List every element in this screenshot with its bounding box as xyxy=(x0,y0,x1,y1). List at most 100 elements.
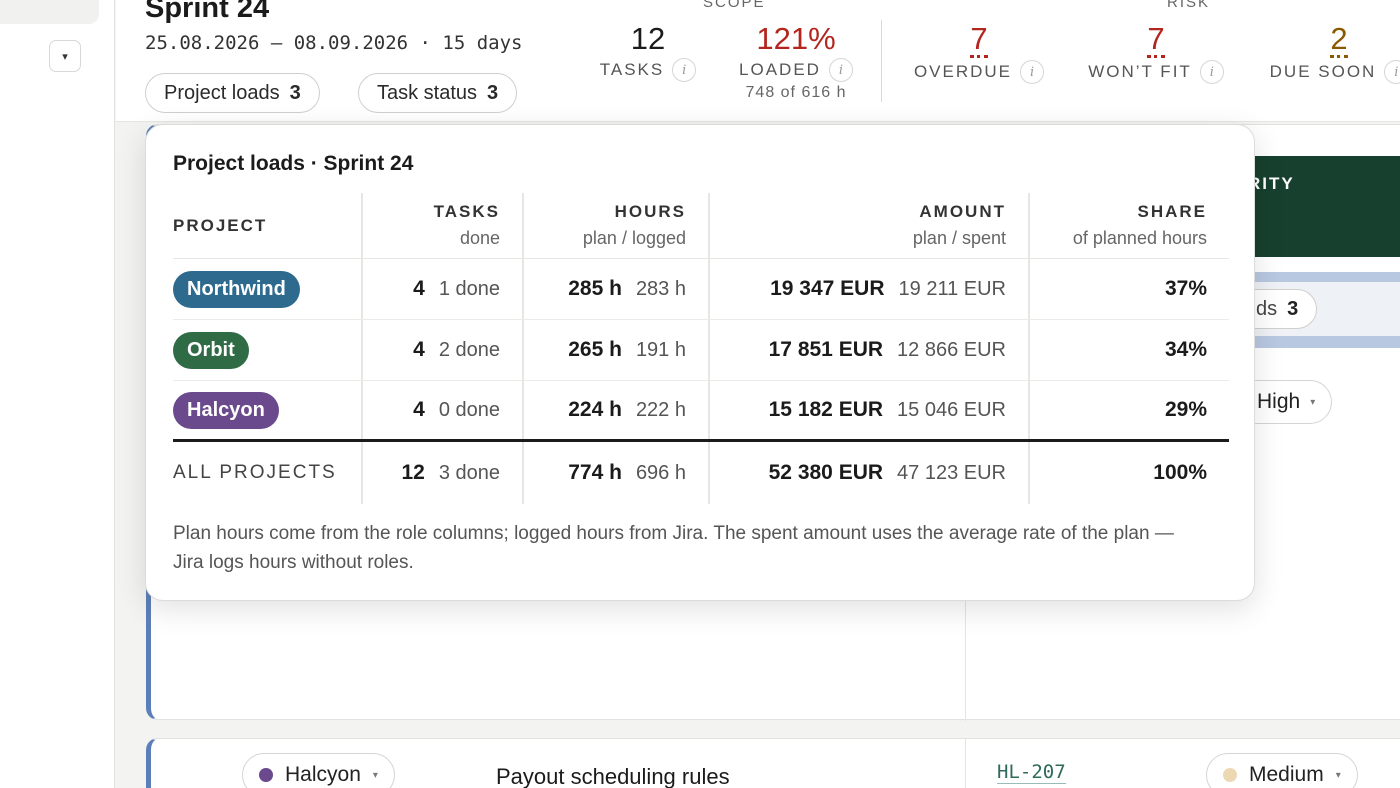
project-loads-chip[interactable]: Project loads 3 xyxy=(145,73,320,113)
chip-label: ds xyxy=(1256,297,1278,320)
stat-loaded-label: LOADED xyxy=(739,60,821,79)
plan-hours: 285 h xyxy=(568,277,622,300)
stats-divider xyxy=(881,20,882,102)
share-value: 34% xyxy=(1164,338,1207,361)
plan-amount: 52 380 EUR xyxy=(768,461,884,484)
chip-label: Project loads xyxy=(164,81,280,104)
table-row: Northwind 4 1 done 285 h 283 h 19 347 EUR 1… xyxy=(173,259,1229,320)
tasks-count: 4 xyxy=(413,338,425,361)
task-title[interactable]: Payout scheduling rules xyxy=(496,764,730,788)
col-share-sub: of planned hours xyxy=(1072,228,1207,248)
spent-amount: 19 211 EUR xyxy=(898,277,1006,300)
priority-select[interactable]: Medium ▾ xyxy=(1206,753,1358,788)
task-key-link[interactable]: HL-207 xyxy=(997,761,1066,784)
stat-overdue-value[interactable]: 7 xyxy=(970,21,988,58)
chevron-down-icon: ▾ xyxy=(1310,396,1316,408)
tasks-count: 4 xyxy=(413,398,425,421)
chevron-down-icon: ▾ xyxy=(62,50,68,63)
tasks-done: 0 done xyxy=(438,398,500,421)
priority-color-dot xyxy=(1223,768,1237,782)
stat-overdue-label: OVERDUE xyxy=(913,62,1013,81)
info-icon[interactable]: i xyxy=(828,58,853,82)
table-row: Halcyon 4 0 done 224 h 222 h 15 182 EUR 15 … xyxy=(173,381,1229,442)
tasks-count: 12 xyxy=(401,461,425,484)
share-value: 37% xyxy=(1164,277,1207,300)
info-icon[interactable]: i xyxy=(1199,60,1224,84)
tasks-done: 2 done xyxy=(438,338,500,361)
total-label: ALL PROJECTS xyxy=(173,462,337,483)
col-amount-sub: plan / spent xyxy=(912,228,1006,248)
col-project: PROJECT xyxy=(173,215,268,235)
stat-wont-fit-value[interactable]: 7 xyxy=(1147,21,1165,58)
project-loads-popover: Project loads · Sprint 24 PROJECT TASKS … xyxy=(145,124,1255,601)
chip-count: 3 xyxy=(1287,297,1299,320)
stat-overdue[interactable]: 7 OVERDUE i xyxy=(909,22,1049,84)
scope-section-label: SCOPE xyxy=(703,0,766,11)
plan-amount: 17 851 EUR xyxy=(768,338,884,361)
stat-wont-fit-label: WON’T FIT xyxy=(1088,62,1192,81)
left-rail: ▾ xyxy=(0,0,115,788)
chevron-down-icon: ▾ xyxy=(1335,769,1341,781)
logged-hours: 696 h xyxy=(635,461,686,484)
chevron-down-icon: ▾ xyxy=(372,769,378,781)
col-tasks-sub: done xyxy=(459,228,500,248)
project-loads-table: PROJECT TASKS done HOURS plan / logged A… xyxy=(173,193,1229,504)
logged-hours: 191 h xyxy=(635,338,686,361)
plan-hours: 774 h xyxy=(568,461,622,484)
priority-column-header: RITY xyxy=(1232,156,1400,257)
col-share: SHARE xyxy=(1137,202,1207,221)
col-hours-sub: plan / logged xyxy=(582,228,686,248)
chip-label: Task status xyxy=(377,81,478,104)
col-amount: AMOUNT xyxy=(919,202,1006,221)
plan-amount: 15 182 EUR xyxy=(768,398,884,421)
plan-hours: 265 h xyxy=(568,338,622,361)
sprint-header: Sprint 24 25.08.2026 — 08.09.2026 · 15 d… xyxy=(116,0,1400,122)
spent-amount: 15 046 EUR xyxy=(897,398,1006,421)
project-badge-northwind: Northwind xyxy=(173,270,300,308)
risk-section-label: RISK xyxy=(1167,0,1211,11)
priority-value: Medium xyxy=(1249,763,1324,786)
sprint-dates: 25.08.2026 — 08.09.2026 · 15 days xyxy=(145,32,523,54)
rail-collapse-toggle[interactable]: ▾ xyxy=(49,40,81,72)
stat-loaded: 121% LOADED i 748 of 616 h xyxy=(731,22,861,102)
logged-hours: 222 h xyxy=(635,398,686,421)
project-color-dot xyxy=(259,768,273,782)
share-value: 29% xyxy=(1164,398,1207,421)
plan-hours: 224 h xyxy=(568,398,622,421)
stat-tasks: 12 TASKS i xyxy=(598,22,698,82)
col-hours: HOURS xyxy=(614,202,686,221)
task-status-chip[interactable]: Task status 3 xyxy=(358,73,518,113)
stat-tasks-value: 12 xyxy=(630,21,666,56)
info-icon[interactable]: i xyxy=(1384,60,1400,84)
project-badge-halcyon: Halcyon xyxy=(173,391,279,429)
priority-value: High xyxy=(1257,390,1301,413)
table-row: Orbit 4 2 done 265 h 191 h 17 851 EUR 12 86… xyxy=(173,320,1229,381)
tasks-done: 3 done xyxy=(438,461,500,484)
logged-hours: 283 h xyxy=(635,277,686,300)
stat-loaded-sub: 748 of 616 h xyxy=(745,84,847,101)
share-value: 100% xyxy=(1153,461,1207,484)
popover-title: Project loads · Sprint 24 xyxy=(173,152,414,175)
project-select-value: Halcyon xyxy=(285,763,361,786)
stat-due-soon-label: DUE SOON xyxy=(1269,62,1377,81)
info-icon[interactable]: i xyxy=(1020,60,1045,84)
chip-count: 3 xyxy=(289,81,301,104)
stat-tasks-label: TASKS xyxy=(599,60,665,79)
page-title: Sprint 24 xyxy=(145,0,270,24)
card-divider xyxy=(965,739,966,788)
project-select[interactable]: Halcyon ▾ xyxy=(242,753,395,788)
tasks-count: 4 xyxy=(413,277,425,300)
project-badge-orbit: Orbit xyxy=(173,331,249,369)
stat-wont-fit[interactable]: 7 WON’T FIT i xyxy=(1081,22,1231,84)
tasks-done: 1 done xyxy=(438,277,500,300)
rail-active-item[interactable] xyxy=(0,0,99,24)
col-tasks: TASKS xyxy=(433,202,500,221)
stat-loaded-value: 121% xyxy=(756,21,836,56)
stat-due-soon-value[interactable]: 2 xyxy=(1330,21,1348,58)
stat-due-soon[interactable]: 2 DUE SOON i xyxy=(1264,22,1400,84)
info-icon[interactable]: i xyxy=(672,58,697,82)
popover-note: Plan hours come from the role columns; l… xyxy=(173,523,1174,573)
spent-amount: 47 123 EUR xyxy=(897,461,1006,484)
table-header: PROJECT TASKS done HOURS plan / logged A… xyxy=(173,193,1229,259)
spent-amount: 12 866 EUR xyxy=(897,338,1006,361)
